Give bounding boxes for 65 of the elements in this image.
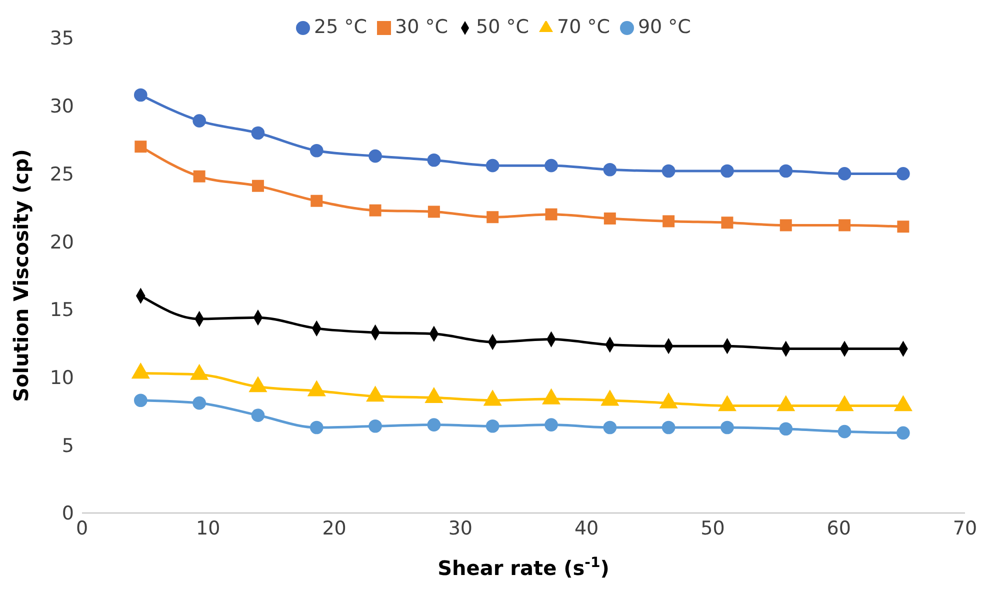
point — [544, 158, 558, 172]
point — [896, 426, 910, 440]
y-tick-label: 30 — [50, 96, 74, 118]
point — [604, 212, 616, 224]
point — [193, 170, 206, 182]
y-axis-title: Solution Viscosity (cp) — [9, 149, 33, 402]
point — [251, 408, 265, 422]
point — [427, 418, 441, 432]
point — [369, 204, 382, 216]
point — [310, 194, 323, 207]
y-tick-label: 20 — [50, 231, 74, 254]
y-tick-label: 10 — [50, 367, 74, 390]
point — [603, 162, 617, 176]
point — [603, 420, 617, 434]
legend-label: 90 °C — [638, 16, 691, 38]
legend-label: 70 °C — [556, 16, 610, 38]
legend-label: 50 °C — [476, 16, 529, 38]
point — [134, 140, 147, 153]
point — [428, 206, 440, 218]
point — [720, 420, 734, 434]
point — [662, 215, 675, 228]
legend-label: 25 °C — [314, 16, 368, 38]
point — [486, 211, 499, 224]
x-tick-label: 70 — [952, 517, 978, 540]
point — [662, 164, 676, 178]
point — [544, 418, 558, 432]
point — [310, 144, 324, 158]
point — [192, 396, 206, 410]
point — [427, 153, 441, 167]
point — [251, 126, 265, 140]
legend-label: 30 °C — [395, 16, 448, 38]
y-tick-label: 25 — [50, 163, 74, 186]
y-tick-label: 15 — [50, 299, 74, 322]
point — [838, 167, 852, 180]
x-tick-label: 60 — [826, 517, 851, 540]
y-tick-label: 5 — [62, 434, 74, 457]
x-axis-title: Shear rate (s$^{-1}$) — [438, 555, 610, 580]
point — [368, 149, 382, 163]
point — [838, 219, 851, 232]
point — [721, 216, 734, 229]
x-tick-label: 50 — [700, 517, 725, 540]
y-tick-label: 0 — [62, 502, 74, 525]
point — [896, 167, 910, 180]
point — [779, 422, 793, 436]
point — [779, 164, 793, 178]
point — [134, 88, 148, 102]
point — [486, 419, 500, 433]
point — [310, 420, 324, 434]
point — [252, 180, 264, 192]
point — [486, 158, 500, 172]
point — [838, 424, 852, 438]
point — [368, 419, 382, 433]
y-tick-label: 35 — [50, 28, 74, 50]
x-tick-label: 30 — [448, 517, 473, 540]
point — [192, 114, 206, 128]
x-tick-label: 20 — [322, 517, 346, 540]
point — [720, 164, 734, 178]
point — [897, 220, 910, 233]
point — [662, 420, 676, 434]
x-tick-label: 10 — [196, 517, 220, 540]
point — [134, 394, 148, 408]
x-tick-label: 0 — [76, 517, 88, 540]
point — [545, 208, 558, 220]
point — [780, 219, 792, 232]
x-tick-label: 40 — [574, 517, 599, 540]
